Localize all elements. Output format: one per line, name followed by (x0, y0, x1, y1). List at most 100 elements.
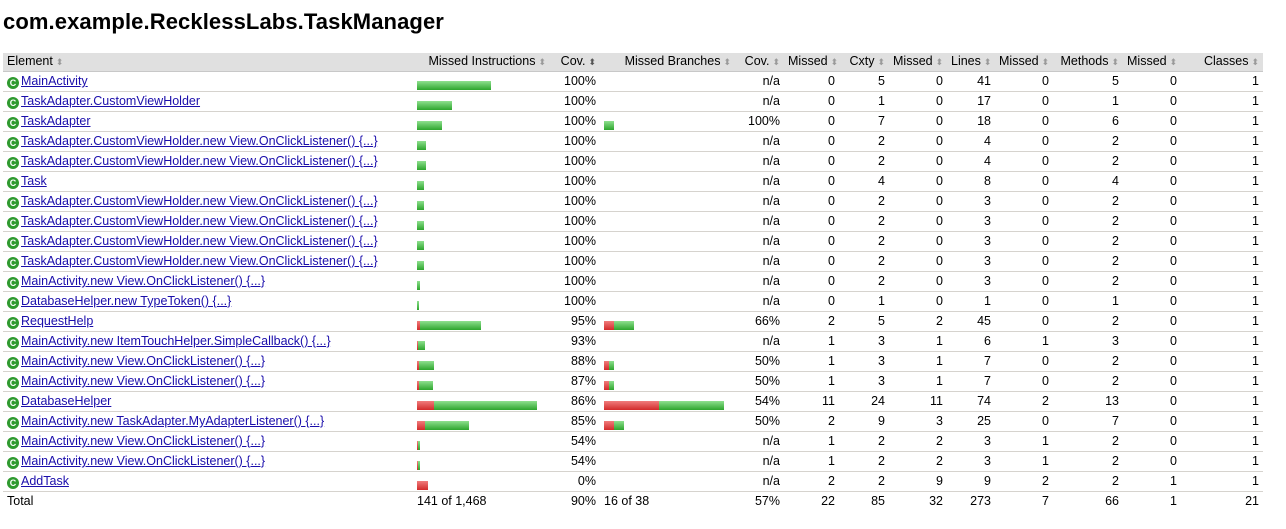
methods: 2 (1053, 371, 1123, 392)
branches-bar-cell (600, 71, 735, 92)
methods: 5 (1053, 71, 1123, 92)
header-missed-instructions[interactable]: Missed Instructions ⬍ (413, 53, 550, 72)
element-cell: C TaskAdapter.CustomViewHolder.new View.O… (3, 231, 413, 252)
element-link[interactable]: TaskAdapter.CustomViewHolder.new View.On… (21, 254, 378, 268)
covered-instructions-bar (417, 261, 424, 271)
element-link[interactable]: TaskAdapter (21, 114, 91, 128)
totals-instructions: 141 of 1,468 (413, 491, 550, 512)
covered-instructions-bar (434, 401, 537, 411)
element-link[interactable]: RequestHelp (21, 314, 94, 328)
methods: 1 (1053, 91, 1123, 112)
missed-lines: 0 (889, 171, 947, 192)
element-link[interactable]: TaskAdapter.CustomViewHolder.new View.On… (21, 154, 378, 168)
element-link[interactable]: MainActivity.new View.OnClickListener() … (21, 374, 266, 388)
branches-bar-cell (600, 111, 735, 132)
missed-branches-bar (604, 381, 609, 391)
covered-branches-bar (614, 421, 624, 431)
header-lines[interactable]: Lines ⬍ (947, 53, 995, 72)
header-missed-lines[interactable]: Missed ⬍ (889, 53, 947, 72)
sort-arrows-icon: ⬍ (935, 57, 944, 67)
sort-arrows-icon: ⬍ (1251, 57, 1259, 67)
branches-bar-cell (600, 151, 735, 172)
covered-branches-bar (614, 321, 634, 331)
header-branch-coverage[interactable]: Cov. ⬍ (735, 53, 784, 72)
element-link[interactable]: DatabaseHelper (21, 394, 112, 408)
cxty: 9 (839, 411, 889, 432)
element-link[interactable]: TaskAdapter.CustomViewHolder.new View.On… (21, 134, 378, 148)
covered-instructions-bar (419, 361, 434, 371)
missed-methods: 1 (995, 431, 1053, 452)
element-link[interactable]: MainActivity.new View.OnClickListener() … (21, 354, 266, 368)
header-missed-branches[interactable]: Missed Branches ⬍ (600, 53, 735, 72)
branches-bar-cell (600, 311, 735, 332)
missed-classes: 0 (1123, 251, 1181, 272)
classes: 1 (1181, 151, 1263, 172)
missed-cxty: 2 (784, 471, 839, 492)
header-missed-methods[interactable]: Missed ⬍ (995, 53, 1053, 72)
lines: 3 (947, 211, 995, 232)
header-missed-cxty[interactable]: Missed ⬍ (784, 53, 839, 72)
element-link[interactable]: TaskAdapter.CustomViewHolder (21, 94, 201, 108)
table-row: C DatabaseHelper 86% 54% 11 24 11 74 2 13 0 1 (3, 391, 1263, 412)
classes: 1 (1181, 451, 1263, 472)
element-link[interactable]: MainActivity.new View.OnClickListener() … (21, 274, 266, 288)
missed-methods: 0 (995, 111, 1053, 132)
element-cell: C DatabaseHelper (3, 391, 413, 412)
instructions-bar-cell (413, 111, 550, 132)
header-missed-classes[interactable]: Missed ⬍ (1123, 53, 1181, 72)
element-link[interactable]: DatabaseHelper.new TypeToken() {...} (21, 294, 232, 308)
missed-classes: 0 (1123, 91, 1181, 112)
page-title: com.example.RecklessLabs.TaskManager (3, 9, 444, 34)
totals-row: Total 141 of 1,468 90% 16 of 38 57% 22 8… (3, 491, 1263, 512)
missed-methods: 0 (995, 151, 1053, 172)
element-link[interactable]: MainActivity.new View.OnClickListener() … (21, 454, 266, 468)
cxty: 2 (839, 131, 889, 152)
header-classes[interactable]: Classes ⬍ (1181, 53, 1263, 72)
element-link[interactable]: AddTask (21, 474, 69, 488)
header-instr-coverage[interactable]: Cov. ⬍ (550, 53, 600, 72)
element-link[interactable]: TaskAdapter.CustomViewHolder.new View.On… (21, 194, 378, 208)
element-link[interactable]: MainActivity (21, 74, 88, 88)
missed-classes: 0 (1123, 351, 1181, 372)
totals-classes: 21 (1181, 491, 1263, 512)
header-element[interactable]: Element ⬍ (3, 53, 413, 72)
totals-missed-classes: 1 (1123, 491, 1181, 512)
missed-lines: 0 (889, 271, 947, 292)
covered-instructions-bar (417, 161, 426, 171)
missed-lines: 11 (889, 391, 947, 412)
branches-coverage: n/a (735, 151, 784, 172)
header-cxty[interactable]: Cxty ⬍ (839, 53, 889, 72)
header-methods[interactable]: Methods ⬍ (1053, 53, 1123, 72)
totals-methods: 66 (1053, 491, 1123, 512)
branches-bar-cell (600, 291, 735, 312)
element-link[interactable]: MainActivity.new View.OnClickListener() … (21, 434, 266, 448)
covered-branches-bar (609, 381, 614, 391)
covered-instructions-bar (420, 321, 481, 331)
element-link[interactable]: MainActivity.new ItemTouchHelper.SimpleC… (21, 334, 331, 348)
element-link[interactable]: Task (21, 174, 47, 188)
missed-cxty: 1 (784, 431, 839, 452)
lines: 6 (947, 331, 995, 352)
element-cell: C TaskAdapter.CustomViewHolder (3, 91, 413, 112)
element-link[interactable]: MainActivity.new TaskAdapter.MyAdapterLi… (21, 414, 325, 428)
missed-methods: 0 (995, 91, 1053, 112)
class-icon: C (7, 197, 19, 209)
coverage-table: Element ⬍ Missed Instructions ⬍ Cov. ⬍ Miss… (3, 53, 1263, 512)
methods: 2 (1053, 271, 1123, 292)
classes: 1 (1181, 211, 1263, 232)
header-row: Element ⬍ Missed Instructions ⬍ Cov. ⬍ Miss… (3, 53, 1263, 72)
element-link[interactable]: TaskAdapter.CustomViewHolder.new View.On… (21, 214, 378, 228)
missed-classes: 0 (1123, 171, 1181, 192)
covered-instructions-bar (417, 121, 442, 131)
element-link[interactable]: TaskAdapter.CustomViewHolder.new View.On… (21, 234, 378, 248)
methods: 2 (1053, 211, 1123, 232)
missed-lines: 0 (889, 151, 947, 172)
missed-cxty: 0 (784, 171, 839, 192)
classes: 1 (1181, 311, 1263, 332)
element-cell: C TaskAdapter.CustomViewHolder.new View.O… (3, 211, 413, 232)
missed-classes: 0 (1123, 191, 1181, 212)
methods: 2 (1053, 451, 1123, 472)
missed-cxty: 0 (784, 151, 839, 172)
missed-methods: 0 (995, 231, 1053, 252)
class-icon: C (7, 357, 19, 369)
